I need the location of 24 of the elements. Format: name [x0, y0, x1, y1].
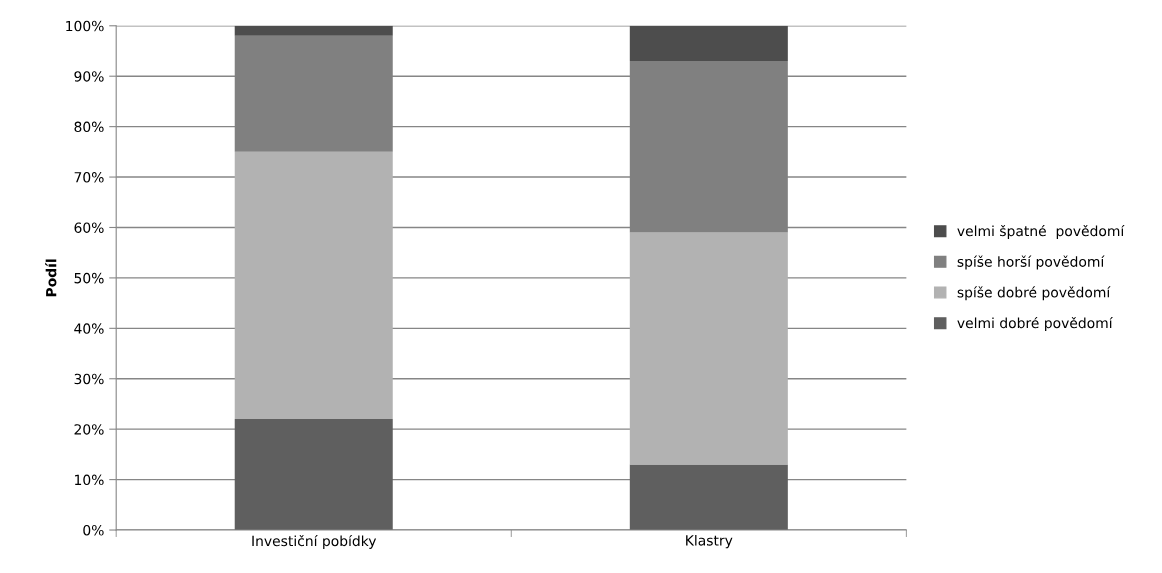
y-tick-label: 50%	[74, 272, 104, 284]
bar	[629, 232, 788, 465]
y-tick-label: 60%	[74, 222, 104, 233]
legend-label: spíše horší povědomí	[957, 255, 1105, 270]
y-tick-label: 100%	[66, 20, 104, 32]
bar	[234, 419, 393, 531]
y-tick-label: 10%	[75, 474, 104, 486]
x-tick-label: Investiční pobídky	[252, 534, 377, 549]
y-tick-label: 40%	[74, 323, 104, 334]
x-tick-label: Klastry	[686, 534, 733, 549]
bar	[234, 25, 393, 36]
y-tick-label: 70%	[74, 172, 104, 183]
y-tick-label: 30%	[74, 373, 104, 385]
bar	[629, 25, 788, 62]
y-axis-title: Podíl	[45, 259, 57, 297]
legend-label: spíše dobré povědomí	[957, 286, 1111, 301]
y-tick-label: 0%	[83, 524, 104, 536]
y-tick-label: 80%	[74, 121, 104, 133]
y-tick-label: 90%	[74, 71, 104, 82]
y-tick-label: 20%	[74, 424, 104, 435]
bar	[629, 464, 788, 531]
legend-label: velmi dobré povědomí	[957, 316, 1113, 331]
bar	[234, 151, 393, 420]
legend-label: velmi špatné povědomí	[957, 224, 1125, 239]
